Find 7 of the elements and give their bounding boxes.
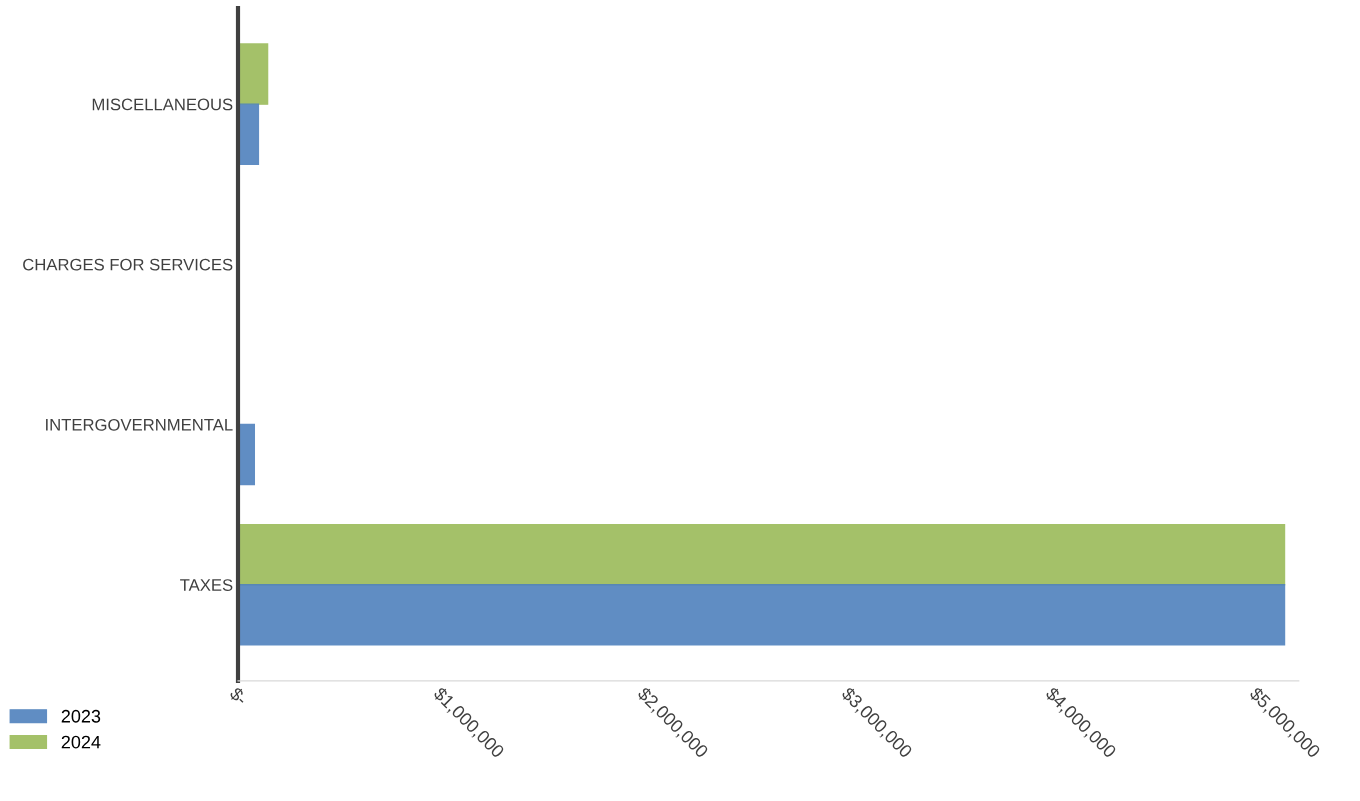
y-tick-label: MISCELLANEOUS [92, 98, 233, 111]
x-tick-label: $- [228, 685, 249, 707]
y-tick-label: CHARGES FOR SERVICES [23, 258, 233, 271]
y-tick-label: TAXES [180, 579, 233, 591]
y-tick-label: INTERGOVERNMENTAL [46, 418, 233, 431]
legend-label: 2024 [61, 735, 101, 749]
legend-label: 2023 [61, 709, 101, 723]
